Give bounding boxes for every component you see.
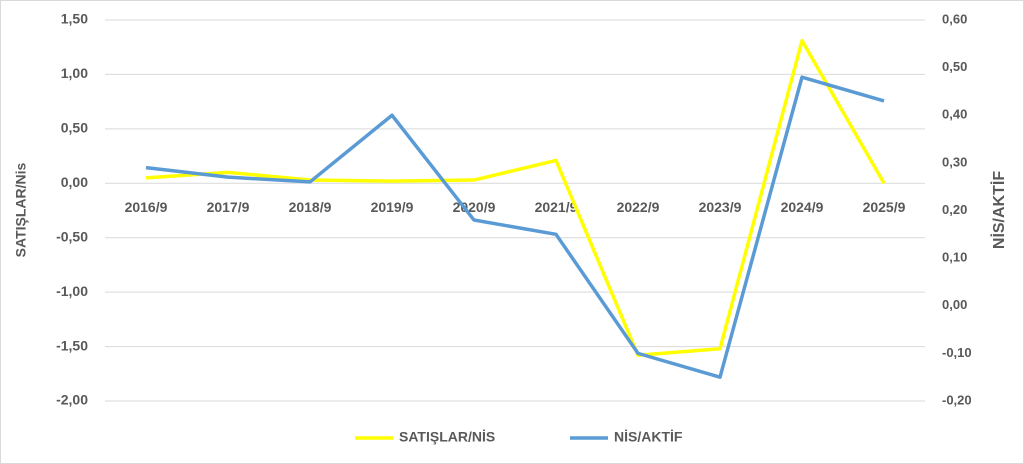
x-tick-label: 2022/9 <box>617 199 660 215</box>
y2-tick-label: 0,30 <box>942 154 967 169</box>
x-tick-label: 2020/9 <box>453 199 496 215</box>
y-tick-label: 1,00 <box>61 65 88 81</box>
legend-label: SATIŞLAR/NİS <box>399 429 495 445</box>
y-tick-label: -2,00 <box>56 392 88 408</box>
y2-tick-label: 0,50 <box>942 59 967 74</box>
y2-tick-label: 0,20 <box>942 202 967 217</box>
x-tick-label: 2025/9 <box>863 199 906 215</box>
legend-label: NİS/AKTİF <box>614 429 683 445</box>
y-tick-label: 0,00 <box>61 174 88 190</box>
y2-tick-label: 0,40 <box>942 107 967 122</box>
x-tick-label: 2023/9 <box>699 199 742 215</box>
x-tick-label: 2018/9 <box>289 199 332 215</box>
y-tick-label: 1,50 <box>61 11 88 27</box>
y-tick-label: -1,50 <box>56 337 88 353</box>
y-tick-label: -1,00 <box>56 283 88 299</box>
x-tick-label: 2021/9 <box>535 199 578 215</box>
series-line <box>145 75 885 379</box>
y2-axis-title: NİS/AKTİF <box>990 171 1008 249</box>
y2-tick-label: 0,00 <box>942 297 967 312</box>
y2-tick-label: 0,60 <box>942 11 967 26</box>
y2-tick-label: 0,10 <box>942 250 967 265</box>
y-axis-title: SATIŞLAR/Nis <box>13 162 29 257</box>
y2-tick-label: -0,20 <box>942 392 972 407</box>
x-tick-label: 2017/9 <box>207 199 250 215</box>
y2-tick-label: -0,10 <box>942 345 972 360</box>
y-tick-label: 0,50 <box>61 120 88 136</box>
y-tick-label: -0,50 <box>56 228 88 244</box>
series-line <box>145 38 886 358</box>
x-tick-label: 2016/9 <box>125 199 168 215</box>
x-tick-label: 2024/9 <box>781 199 824 215</box>
x-tick-label: 2019/9 <box>371 199 414 215</box>
